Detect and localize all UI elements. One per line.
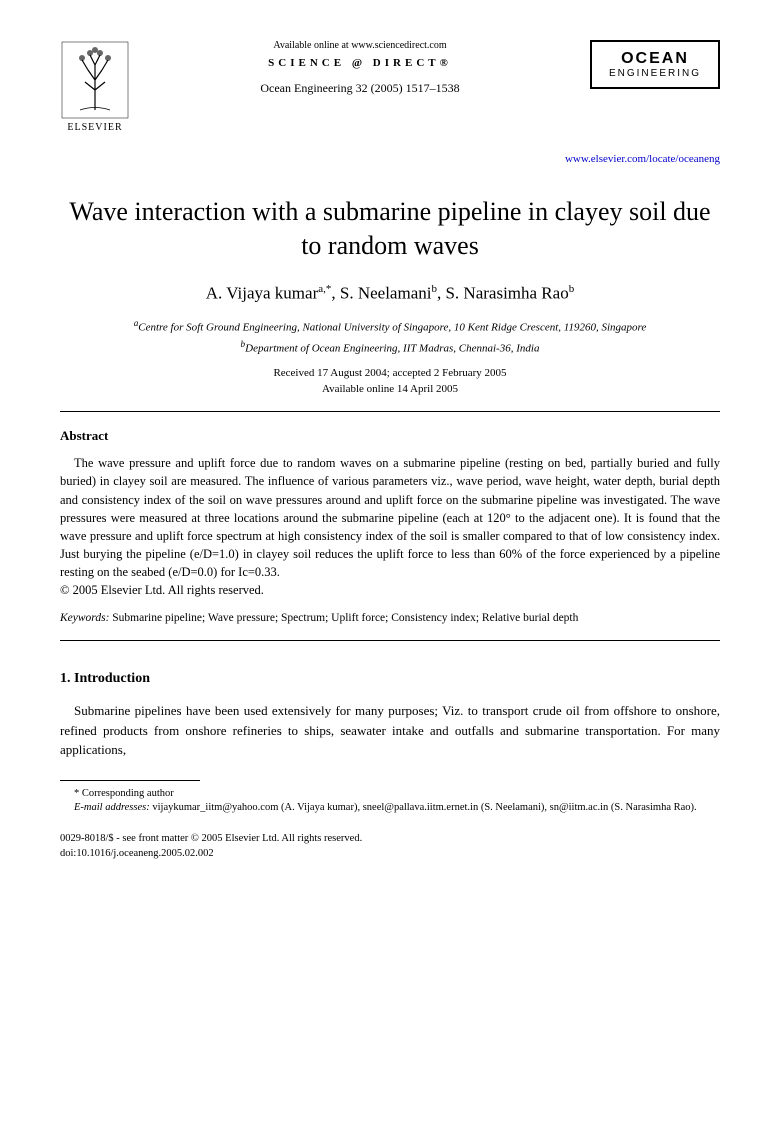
email-addresses: vijaykumar_iitm@yahoo.com (A. Vijaya kum… <box>150 802 697 813</box>
publisher-block: ELSEVIER <box>60 40 130 133</box>
corresponding-author-note: * Corresponding author <box>60 787 720 802</box>
science-direct-logo: SCIENCE @ DIRECT® <box>140 57 580 69</box>
journal-logo-block: OCEAN ENGINEERING <box>590 40 720 89</box>
authors-line: A. Vijaya kumara,*, S. Neelamanib, S. Na… <box>60 283 720 304</box>
author-1-affil: a,* <box>318 283 331 295</box>
journal-logo-title: OCEAN <box>604 50 706 68</box>
publisher-name: ELSEVIER <box>60 122 130 133</box>
affiliation-b: bDepartment of Ocean Engineering, IIT Ma… <box>60 338 720 357</box>
author-1: A. Vijaya kumar <box>206 283 318 302</box>
divider-top <box>60 411 720 412</box>
intro-heading: 1. Introduction <box>60 671 720 687</box>
author-2: S. Neelamani <box>340 283 432 302</box>
abstract-text: The wave pressure and uplift force due t… <box>60 454 720 581</box>
keywords-text: Submarine pipeline; Wave pressure; Spect… <box>109 612 578 624</box>
center-header: Available online at www.sciencedirect.co… <box>130 40 590 96</box>
issn-line: 0029-8018/$ - see front matter © 2005 El… <box>60 832 720 847</box>
footnote-separator <box>60 780 200 781</box>
online-date: Available online 14 April 2005 <box>60 383 720 395</box>
affil-b-text: Department of Ocean Engineering, IIT Mad… <box>245 343 539 355</box>
intro-paragraph: Submarine pipelines have been used exten… <box>60 701 720 760</box>
journal-link[interactable]: www.elsevier.com/locate/oceaneng <box>60 153 720 165</box>
divider-bottom <box>60 640 720 641</box>
abstract-heading: Abstract <box>60 428 720 444</box>
elsevier-tree-icon <box>60 40 130 120</box>
abstract-copyright: © 2005 Elsevier Ltd. All rights reserved… <box>60 583 720 598</box>
email-line: E-mail addresses: vijaykumar_iitm@yahoo.… <box>60 801 720 816</box>
affiliation-a: aCentre for Soft Ground Engineering, Nat… <box>60 317 720 336</box>
bottom-matter: 0029-8018/$ - see front matter © 2005 El… <box>60 832 720 861</box>
author-2-affil: b <box>431 283 437 295</box>
affil-a-text: Centre for Soft Ground Engineering, Nati… <box>138 322 646 334</box>
author-3: S. Narasimha Rao <box>445 283 568 302</box>
keywords-line: Keywords: Submarine pipeline; Wave press… <box>60 612 720 624</box>
journal-logo-box: OCEAN ENGINEERING <box>590 40 720 89</box>
author-3-affil: b <box>569 283 575 295</box>
journal-logo-subtitle: ENGINEERING <box>604 68 706 79</box>
paper-title: Wave interaction with a submarine pipeli… <box>60 195 720 263</box>
email-label: E-mail addresses: <box>74 802 150 813</box>
doi-line: doi:10.1016/j.oceaneng.2005.02.002 <box>60 847 720 862</box>
available-online-text: Available online at www.sciencedirect.co… <box>140 40 580 51</box>
received-date: Received 17 August 2004; accepted 2 Febr… <box>60 367 720 379</box>
keywords-label: Keywords: <box>60 612 109 624</box>
journal-reference: Ocean Engineering 32 (2005) 1517–1538 <box>140 81 580 96</box>
header-row: ELSEVIER Available online at www.science… <box>60 40 720 133</box>
